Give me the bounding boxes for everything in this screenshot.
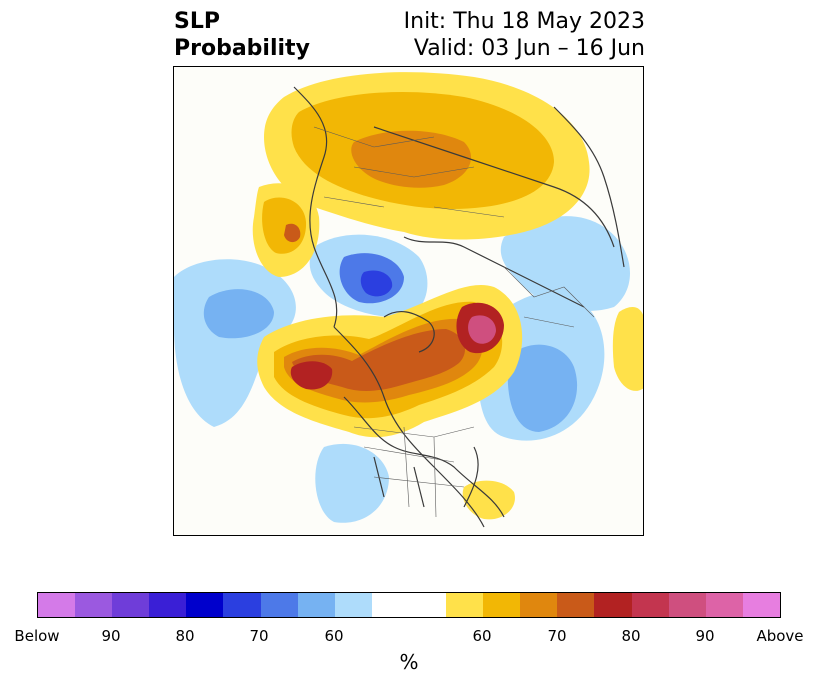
colorbar-segment [149,593,187,617]
colorbar-tick-label: 90 [695,627,715,645]
probability-map-svg [174,72,643,528]
colorbar-segment [38,593,76,617]
below-70-region-pacific [203,289,274,339]
map-subtitle: Init: Thu 18 May 2023 Valid: 03 Jun – 16… [404,8,645,62]
colorbar-tick-label: 80 [175,627,195,645]
colorbar-segment [297,593,335,617]
colorbar-tick-label: 70 [249,627,269,645]
below-60-region-sw [315,443,389,523]
colorbar-segment [705,593,743,617]
colorbar-segment [408,593,447,617]
map-title: SLP Probability [174,8,310,62]
colorbar-segment [631,593,669,617]
below-80-region-north [360,270,393,297]
political-borders [313,126,595,518]
colorbar-tick-label: 70 [547,627,567,645]
colorbar-segment [223,593,261,617]
colorbar-tick-label: 80 [621,627,641,645]
above-75-region-central [292,329,466,391]
colorbar-tick-label: Below [14,627,60,645]
colorbar-segment [742,593,780,617]
above-70-region-arctic [351,130,472,188]
above-60-region-east-edge [612,307,643,391]
init-date-label: Init: Thu 18 May 2023 [403,9,645,34]
coastlines [293,86,625,528]
colorbar-segment [520,593,558,617]
polar-map [173,66,644,536]
colorbar-tick-label: Above [756,627,804,645]
colorbar-unit-label: % [399,650,419,674]
colorbar-segment [594,593,632,617]
above-85-region-east [468,315,496,344]
colorbar-segment [334,593,372,617]
colorbar-segment [75,593,113,617]
above-60-region-south [462,480,515,520]
below-60-region-northeast [500,216,631,311]
title-line-1: SLP [174,9,220,34]
colorbar-segment [371,593,409,617]
above-80-region-west [290,361,333,390]
colorbar-tick-label: 60 [324,627,344,645]
colorbar-segment [186,593,224,617]
colorbar-segment [260,593,298,617]
colorbar-segment [112,593,150,617]
colorbar-segment [483,593,521,617]
below-70-region-east [507,344,578,432]
colorbar-tick-label: 60 [472,627,492,645]
colorbar-segment [446,593,484,617]
colorbar-segment [557,593,595,617]
title-line-2: Probability [174,36,310,61]
colorbar-tick-label: 90 [101,627,121,645]
colorbar-segment [668,593,706,617]
above-80-region-northwest [284,223,301,243]
valid-range-label: Valid: 03 Jun – 16 Jun [413,36,645,61]
colorbar [37,592,781,618]
